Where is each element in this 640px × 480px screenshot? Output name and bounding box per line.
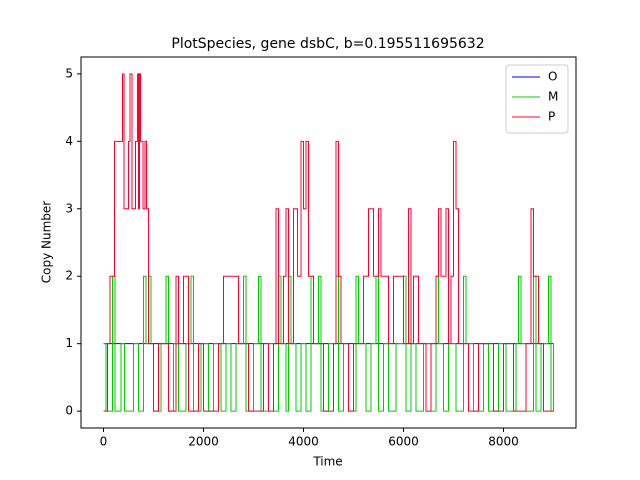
y-tick-label: 4: [65, 134, 73, 148]
legend-label: O: [548, 70, 557, 84]
x-axis-label: Time: [312, 455, 342, 469]
x-tick-label: 0: [100, 435, 108, 449]
y-tick-label: 0: [65, 404, 73, 418]
legend-label: P: [548, 110, 555, 124]
legend-label: M: [548, 90, 558, 104]
x-tick-label: 8000: [488, 435, 519, 449]
series-line: [103, 73, 554, 412]
y-tick-label: 3: [65, 201, 73, 215]
y-axis-label: Copy Number: [40, 201, 54, 284]
plot-frame: [80, 56, 577, 429]
chart-title: PlotSpecies, gene dsbC, b=0.195511695632: [171, 36, 484, 52]
legend-box: [505, 64, 569, 134]
x-tick-label: 2000: [188, 435, 219, 449]
y-tick-label: 2: [65, 269, 73, 283]
y-tick-label: 1: [65, 336, 73, 350]
x-tick-label: 4000: [288, 435, 319, 449]
x-tick-label: 6000: [388, 435, 419, 449]
y-tick-label: 5: [65, 66, 73, 80]
